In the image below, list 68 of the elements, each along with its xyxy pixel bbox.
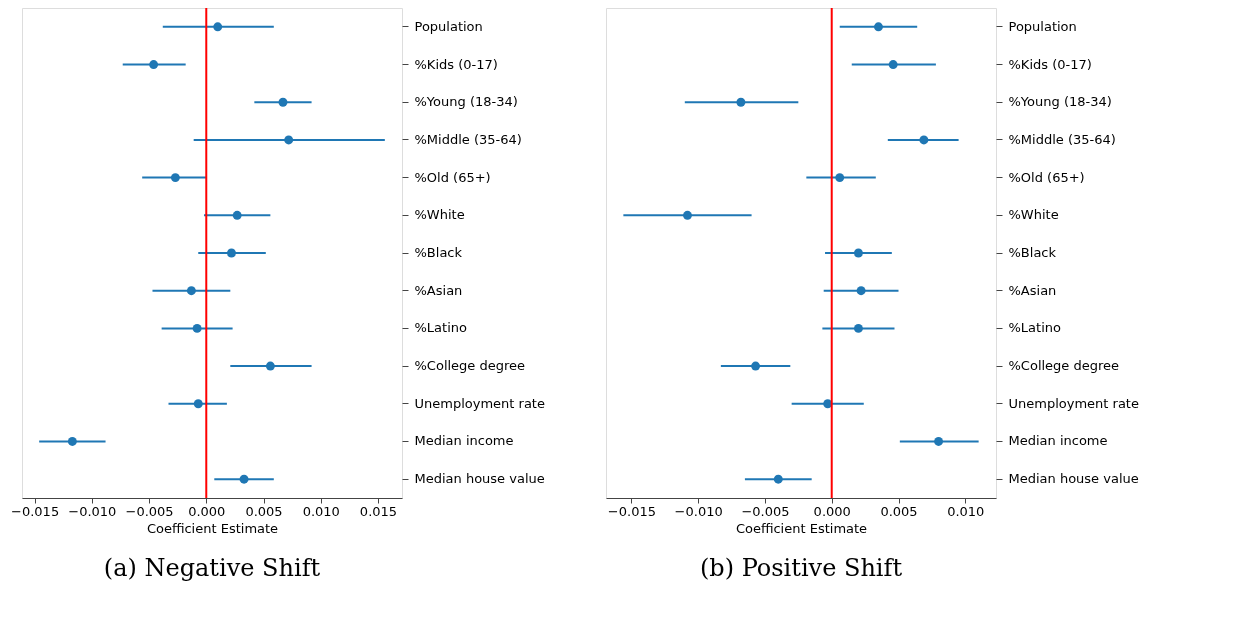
point: [186, 286, 196, 296]
y-tick-label: %Middle (35-64): [414, 131, 522, 147]
point: [213, 22, 223, 32]
point: [853, 323, 863, 333]
point: [683, 210, 692, 220]
x-tick-label: −0.005: [741, 503, 790, 519]
y-tick-label: %White: [414, 207, 465, 223]
point: [193, 399, 203, 409]
y-tick-label: Median income: [1008, 433, 1108, 449]
y-tick-label: Median income: [414, 433, 514, 449]
point: [278, 97, 288, 107]
y-tick-label: %Kids (0-17): [1008, 56, 1092, 72]
y-tick-label: %Asian: [414, 282, 463, 298]
point: [67, 437, 77, 446]
point: [919, 135, 929, 145]
x-tick-label: −0.005: [125, 503, 174, 519]
point: [856, 286, 866, 296]
x-tick-label: 0.010: [302, 503, 340, 519]
y-tick-label: Median house value: [414, 471, 545, 487]
x-tick-label: −0.010: [68, 503, 117, 519]
x-tick-label: 0.005: [880, 503, 918, 519]
y-tick-label: %Young (18-34): [1008, 94, 1112, 110]
y-tick-label: %Latino: [1008, 320, 1062, 336]
y-tick-label: %College degree: [1008, 358, 1120, 374]
y-tick-label: Unemployment rate: [1008, 395, 1139, 411]
y-tick-label: %Latino: [414, 320, 468, 336]
point: [284, 135, 294, 145]
point: [192, 323, 202, 333]
y-tick-label: Median house value: [1008, 471, 1139, 487]
y-tick-label: Population: [1008, 18, 1077, 34]
text: (b) Positive Shift: [699, 554, 903, 582]
point: [873, 22, 883, 32]
point: [149, 60, 159, 69]
point: [888, 60, 898, 69]
point: [736, 97, 746, 107]
point: [170, 173, 180, 183]
point: [773, 474, 783, 484]
y-tick-label: %Asian: [1008, 282, 1057, 298]
y-tick-label: %Kids (0-17): [414, 56, 498, 72]
y-tick-label: %Black: [414, 245, 463, 260]
y-tick-label: %White: [1008, 207, 1059, 223]
y-tick-label: Unemployment rate: [414, 395, 545, 411]
point: [232, 210, 242, 220]
x-tick-label: 0.005: [245, 503, 283, 519]
x-tick-label: −0.015: [607, 503, 656, 519]
y-tick-label: %Black: [1008, 245, 1057, 260]
x-tick-label: 0.010: [947, 503, 985, 519]
x-tick-label: −0.010: [674, 503, 723, 519]
x-tick-label: 0.015: [359, 503, 398, 519]
point: [265, 361, 275, 371]
point: [239, 474, 249, 484]
x-tick-label: 0.000: [188, 503, 226, 519]
point: [226, 248, 236, 258]
y-tick-label: %College degree: [414, 358, 526, 374]
point: [751, 361, 761, 371]
y-tick-label: %Young (18-34): [414, 94, 518, 110]
point: [835, 173, 845, 183]
x-tick-label: −0.015: [11, 503, 60, 519]
y-tick-label: %Old (65+): [1008, 169, 1085, 185]
text: (a) Negative Shift: [103, 554, 321, 582]
x-tick-label: 0.000: [813, 503, 851, 519]
x-axis-title: Coefficient Estimate: [146, 520, 279, 536]
point: [934, 437, 944, 446]
point: [853, 248, 863, 258]
y-tick-label: Population: [414, 18, 483, 34]
x-axis-title: Coefficient Estimate: [735, 520, 868, 536]
y-tick-label: %Middle (35-64): [1008, 131, 1116, 147]
y-tick-label: %Old (65+): [414, 169, 491, 185]
